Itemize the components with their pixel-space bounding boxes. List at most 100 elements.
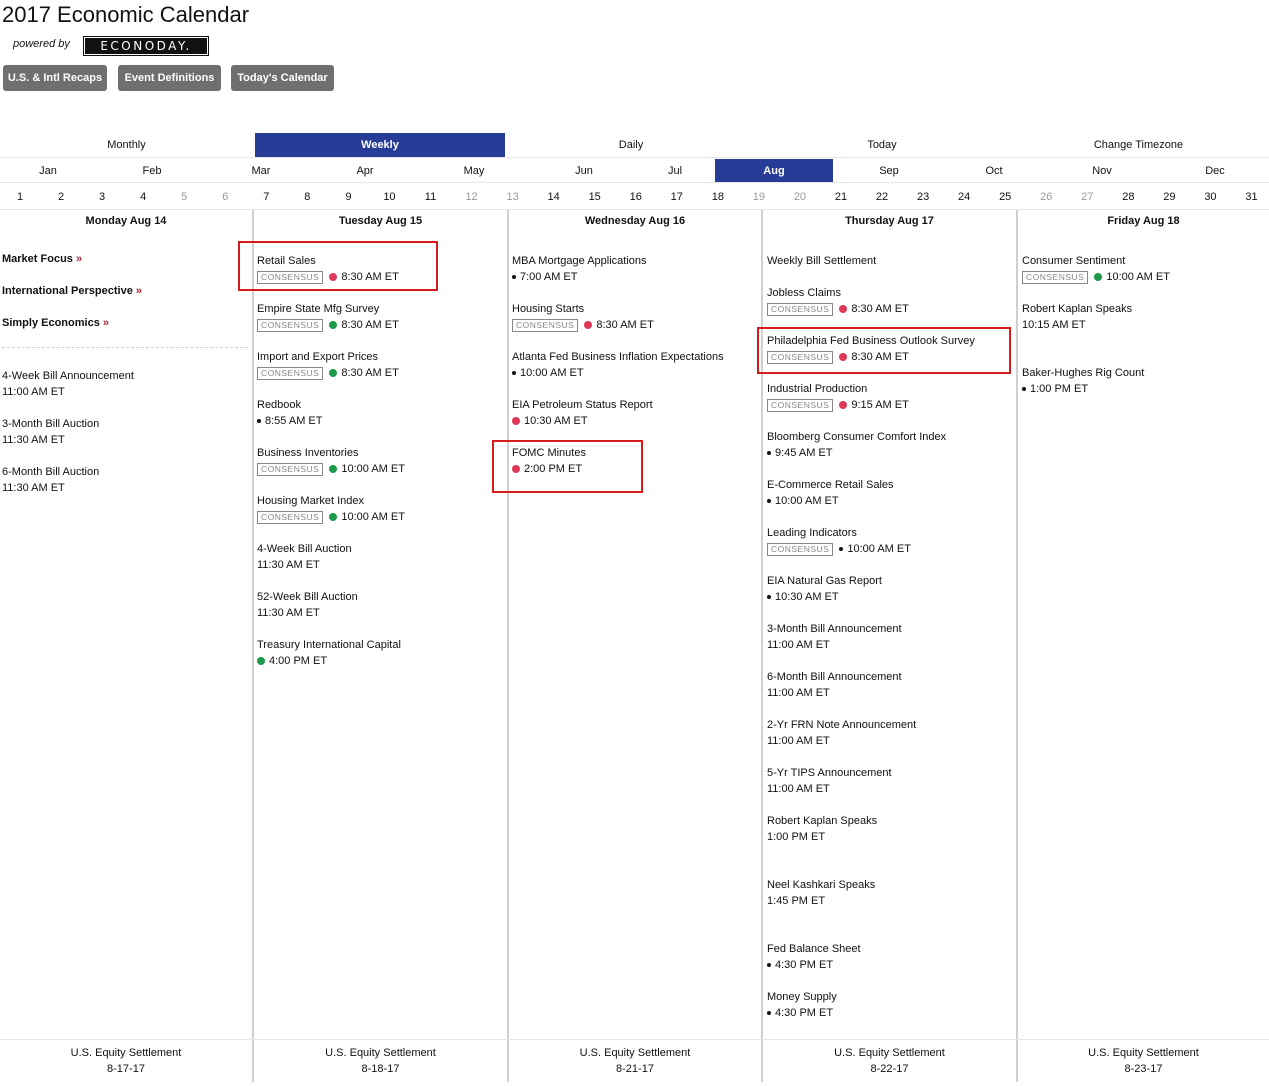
- month-jun[interactable]: Jun: [575, 165, 593, 177]
- event-2-yr-frn-note-announcement[interactable]: 2-Yr FRN Note Announcement 11:00 AM ET: [767, 717, 916, 749]
- event-bloomberg-consumer-comfort-index[interactable]: Bloomberg Consumer Comfort Index 9:45 AM …: [767, 429, 946, 461]
- event-name[interactable]: Neel Kashkari Speaks: [767, 879, 876, 891]
- day-18[interactable]: 18: [711, 191, 724, 203]
- event-business-inventories[interactable]: Business Inventories CONSENSUS 10:00 AM ET: [257, 445, 405, 477]
- consensus-badge[interactable]: CONSENSUS: [257, 318, 324, 332]
- event-name[interactable]: Consumer Sentiment: [1022, 255, 1126, 267]
- international-perspective-link[interactable]: International Perspective »: [2, 285, 142, 297]
- day-5[interactable]: 5: [181, 191, 188, 203]
- econoday-logo[interactable]: ECONODAY.: [83, 36, 209, 56]
- event-name[interactable]: 4-Week Bill Auction: [257, 543, 352, 555]
- month-mar[interactable]: Mar: [251, 165, 271, 177]
- event-atlanta-fed-business-inflation-expectations[interactable]: Atlanta Fed Business Inflation Expectati…: [512, 349, 724, 381]
- event-name[interactable]: Retail Sales: [257, 255, 316, 267]
- event-name[interactable]: Weekly Bill Settlement: [767, 255, 877, 267]
- day-26[interactable]: 26: [1040, 191, 1053, 203]
- tab-change-timezone[interactable]: Change Timezone: [1093, 139, 1184, 151]
- tab-monthly[interactable]: Monthly: [107, 139, 146, 151]
- event-name[interactable]: 6-Month Bill Announcement: [767, 671, 902, 683]
- event-name[interactable]: Jobless Claims: [767, 287, 841, 299]
- day-16[interactable]: 16: [629, 191, 642, 203]
- event-52-week-bill-auction[interactable]: 52-Week Bill Auction 11:30 AM ET: [257, 589, 358, 621]
- event-3-month-bill-auction[interactable]: 3-Month Bill Auction 11:30 AM ET: [2, 416, 99, 448]
- event-name[interactable]: Business Inventories: [257, 447, 359, 459]
- day-2[interactable]: 2: [57, 191, 65, 203]
- event-name[interactable]: Atlanta Fed Business Inflation Expectati…: [512, 351, 724, 363]
- month-apr[interactable]: Apr: [356, 165, 374, 177]
- event-name[interactable]: Robert Kaplan Speaks: [1022, 303, 1133, 315]
- event-6-month-bill-auction[interactable]: 6-Month Bill Auction 11:30 AM ET: [2, 464, 99, 496]
- event-name[interactable]: EIA Petroleum Status Report: [512, 399, 653, 411]
- tab-today[interactable]: Today: [867, 139, 897, 151]
- recaps-button[interactable]: U.S. & Intl Recaps: [3, 65, 107, 91]
- consensus-badge[interactable]: CONSENSUS: [767, 542, 834, 556]
- event-empire-state-mfg-survey[interactable]: Empire State Mfg Survey CONSENSUS 8:30 AM …: [257, 301, 399, 333]
- event-robert-kaplan-speaks[interactable]: Robert Kaplan Speaks 1:00 PM ET: [767, 813, 877, 845]
- event-eia-petroleum-status-report[interactable]: EIA Petroleum Status Report 10:30 AM ET: [512, 397, 653, 429]
- day-15[interactable]: 15: [588, 191, 601, 203]
- month-jul[interactable]: Jul: [667, 165, 683, 177]
- event-6-month-bill-announcement[interactable]: 6-Month Bill Announcement 11:00 AM ET: [767, 669, 902, 701]
- event-name[interactable]: MBA Mortgage Applications: [512, 255, 647, 267]
- day-14[interactable]: 14: [547, 191, 560, 203]
- day-1[interactable]: 1: [16, 191, 24, 203]
- event-housing-market-index[interactable]: Housing Market Index CONSENSUS 10:00 AM ET: [257, 493, 405, 525]
- event-name[interactable]: 3-Month Bill Auction: [2, 418, 100, 430]
- consensus-badge[interactable]: CONSENSUS: [767, 302, 834, 316]
- day-13[interactable]: 13: [506, 191, 519, 203]
- event-name[interactable]: Treasury International Capital: [257, 639, 401, 651]
- event-4-week-bill-auction[interactable]: 4-Week Bill Auction 11:30 AM ET: [257, 541, 352, 573]
- day-3[interactable]: 3: [99, 191, 106, 203]
- month-oct[interactable]: Oct: [985, 165, 1003, 177]
- event-neel-kashkari-speaks[interactable]: Neel Kashkari Speaks 1:45 PM ET: [767, 877, 875, 909]
- market-focus-link[interactable]: Market Focus »: [2, 253, 82, 265]
- event-name[interactable]: Robert Kaplan Speaks: [767, 815, 878, 827]
- day-29[interactable]: 29: [1163, 191, 1176, 203]
- event-5-yr-tips-announcement[interactable]: 5-Yr TIPS Announcement 11:00 AM ET: [767, 765, 892, 797]
- event-mba-mortgage-applications[interactable]: MBA Mortgage Applications 7:00 AM ET: [512, 253, 647, 285]
- consensus-badge[interactable]: CONSENSUS: [257, 462, 324, 476]
- month-may[interactable]: May: [463, 165, 485, 177]
- event-name[interactable]: 3-Month Bill Announcement: [767, 623, 902, 635]
- event-housing-starts[interactable]: Housing Starts CONSENSUS 8:30 AM ET: [512, 301, 654, 333]
- event-fed-balance-sheet[interactable]: Fed Balance Sheet 4:30 PM ET: [767, 941, 861, 973]
- day-22[interactable]: 22: [875, 191, 889, 203]
- event-industrial-production[interactable]: Industrial Production CONSENSUS 9:15 AM ET: [767, 381, 909, 413]
- day-11[interactable]: 11: [424, 191, 437, 203]
- event-name[interactable]: Empire State Mfg Survey: [257, 303, 380, 315]
- todays-calendar-button[interactable]: Today's Calendar: [231, 65, 334, 91]
- event-name[interactable]: Housing Starts: [512, 303, 585, 315]
- event-e-commerce-retail-sales[interactable]: E-Commerce Retail Sales 10:00 AM ET: [767, 477, 894, 509]
- day-25[interactable]: 25: [999, 191, 1012, 203]
- day-24[interactable]: 24: [958, 191, 971, 203]
- month-nov[interactable]: Nov: [1092, 165, 1112, 177]
- event-leading-indicators[interactable]: Leading Indicators CONSENSUS 10:00 AM ET: [767, 525, 911, 557]
- event-definitions-button[interactable]: Event Definitions: [118, 65, 221, 91]
- consensus-badge[interactable]: CONSENSUS: [767, 398, 834, 412]
- event-name[interactable]: EIA Natural Gas Report: [767, 575, 882, 587]
- event-retail-sales[interactable]: Retail Sales CONSENSUS 8:30 AM ET: [257, 253, 399, 285]
- month-feb[interactable]: Feb: [142, 165, 162, 177]
- day-8[interactable]: 8: [304, 191, 311, 203]
- event-redbook[interactable]: Redbook 8:55 AM ET: [257, 397, 322, 429]
- event-jobless-claims[interactable]: Jobless Claims CONSENSUS 8:30 AM ET: [767, 285, 909, 317]
- day-12[interactable]: 12: [465, 191, 478, 203]
- consensus-badge[interactable]: CONSENSUS: [257, 366, 324, 380]
- event-philadelphia-fed-business-outlook-survey[interactable]: Philadelphia Fed Business Outlook Survey…: [767, 333, 975, 365]
- event-weekly-bill-settlement[interactable]: Weekly Bill Settlement: [767, 253, 876, 269]
- event-robert-kaplan-speaks[interactable]: Robert Kaplan Speaks 10:15 AM ET: [1022, 301, 1132, 333]
- consensus-badge[interactable]: CONSENSUS: [257, 270, 324, 284]
- day-6[interactable]: 6: [222, 191, 229, 203]
- event-name[interactable]: 5-Yr TIPS Announcement: [767, 767, 892, 779]
- month-sep[interactable]: Sep: [879, 165, 899, 177]
- event-name[interactable]: E-Commerce Retail Sales: [767, 479, 894, 491]
- month-jan[interactable]: Jan: [39, 165, 57, 177]
- day-10[interactable]: 10: [383, 191, 396, 203]
- day-19[interactable]: 19: [752, 191, 766, 203]
- day-7[interactable]: 7: [263, 191, 270, 203]
- day-28[interactable]: 28: [1122, 191, 1135, 203]
- event-name[interactable]: Fed Balance Sheet: [767, 943, 861, 955]
- event-name[interactable]: FOMC Minutes: [512, 447, 586, 459]
- event-name[interactable]: 6-Month Bill Auction: [2, 466, 100, 478]
- consensus-badge[interactable]: CONSENSUS: [767, 350, 834, 364]
